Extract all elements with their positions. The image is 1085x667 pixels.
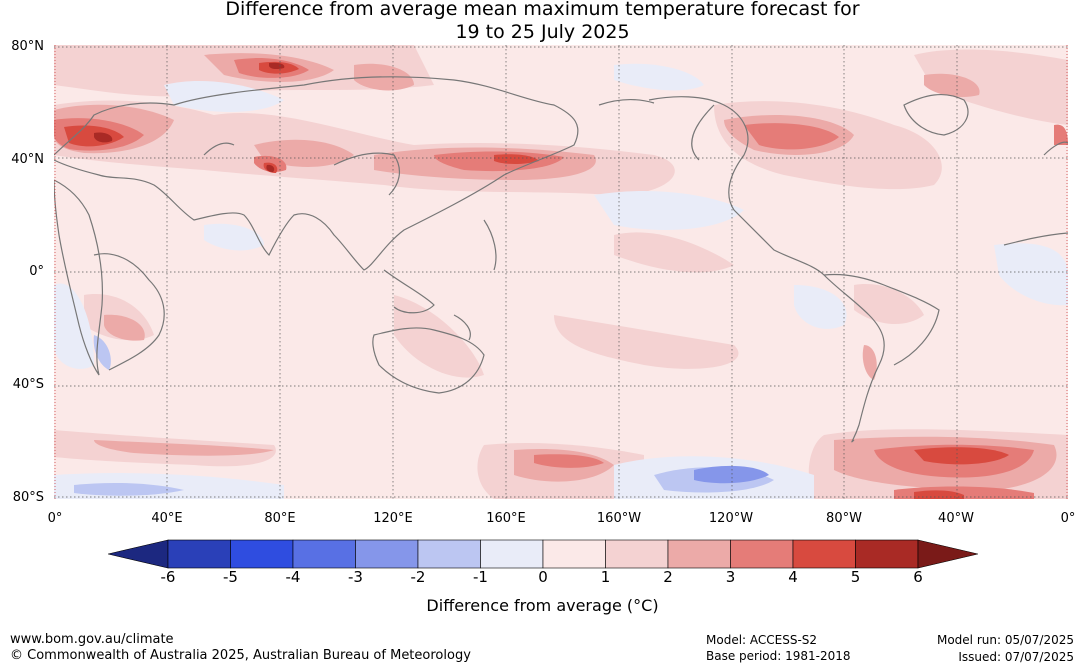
colorbar-tick-label: -5 [223, 568, 238, 586]
lon-label-160e: 160°E [486, 511, 526, 526]
lon-label-0-left: 0° [47, 511, 63, 526]
lat-label-40s: 40°S [12, 377, 44, 392]
colorbar-tick-label: 1 [600, 568, 611, 586]
footer-model: Model: ACCESS-S2 [706, 633, 818, 647]
lon-label-120w: 120°W [708, 511, 754, 526]
colorbar-tick-label: 3 [725, 568, 736, 586]
colorbar-tick-label: 5 [850, 568, 861, 586]
graticule [54, 45, 1068, 499]
lat-label-80n: 80°N [11, 39, 44, 54]
map-edge [54, 45, 1068, 499]
colorbar-cell [542, 539, 606, 569]
footer-copyright: © Commonwealth of Australia 2025, Austra… [10, 648, 471, 663]
colorbar-tick-label: -4 [285, 568, 301, 586]
colorbar-cell [292, 539, 356, 569]
colorbar-tick-label: 0 [538, 568, 548, 586]
colorbar-tick-label: 2 [663, 568, 673, 586]
colorbar-tick-label: 6 [913, 568, 923, 586]
colorbar-arrow-low [108, 539, 169, 569]
colorbar-cell [730, 539, 794, 569]
lat-label-80s: 80°S [12, 490, 44, 505]
colorbar-cell [792, 539, 856, 569]
lat-label-0: 0° [29, 264, 44, 279]
anomaly-minus-3-to-minus-2 [694, 465, 769, 484]
colorbar [108, 539, 978, 569]
footer-website[interactable]: www.bom.gov.au/climate [10, 632, 174, 647]
colorbar-tick-label: -2 [410, 568, 426, 586]
lon-label-80e: 80°E [264, 511, 296, 526]
footer-base-period: Base period: 1981-2018 [706, 649, 851, 663]
lon-label-40e: 40°E [151, 511, 183, 526]
colorbar-cells [108, 539, 978, 569]
colorbar-tick-label: -3 [348, 568, 363, 586]
map-title: Difference from average mean maximum tem… [0, 0, 1085, 44]
colorbar-cell [167, 539, 231, 569]
colorbar-cell [855, 539, 919, 569]
footer-issued: Issued: 07/07/2025 [958, 650, 1074, 664]
colorbar-cell [355, 539, 419, 569]
colorbar-tick-label: -6 [160, 568, 176, 586]
colorbar-cell [480, 539, 544, 569]
map-title-line-2: 19 to 25 July 2025 [455, 21, 630, 43]
lon-label-160w: 160°W [596, 511, 642, 526]
colorbar-cell [230, 539, 294, 569]
anomaly-5-to-6 [94, 62, 285, 172]
lat-label-40n: 40°N [11, 152, 44, 167]
temperature-anomaly-map [54, 45, 1068, 499]
colorbar-tick-label: -1 [473, 568, 488, 586]
footer-model-run: Model run: 05/07/2025 [936, 633, 1074, 647]
colorbar-label: Difference from average (°C) [426, 596, 659, 615]
colorbar-arrow-high [917, 539, 978, 569]
colorbar-cell [417, 539, 481, 569]
colorbar-cell [667, 539, 731, 569]
lon-label-120e: 120°E [373, 511, 413, 526]
lon-label-40w: 40°W [938, 511, 974, 526]
map-svg [54, 45, 1068, 499]
colorbar-tick-label: 4 [788, 568, 798, 586]
lon-label-80w: 80°W [826, 511, 862, 526]
lon-label-0-right: 0° [1060, 511, 1076, 526]
map-title-line-1: Difference from average mean maximum tem… [225, 0, 860, 20]
colorbar-cell [605, 539, 669, 569]
